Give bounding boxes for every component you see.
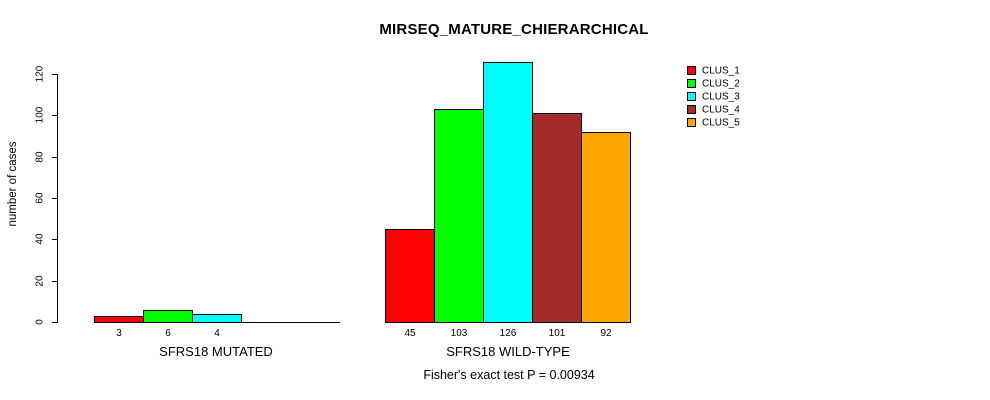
legend-swatch-clus-2 (687, 79, 696, 88)
chart-title: MIRSEQ_MATURE_CHIERARCHICAL (379, 21, 649, 38)
legend-swatch-clus-4 (687, 105, 696, 114)
legend-label-clus-3: CLUS_3 (702, 91, 740, 102)
y-axis-tick-label: 20 (34, 275, 46, 287)
legend-label-clus-1: CLUS_1 (702, 65, 740, 76)
bar-value-label: 45 (404, 328, 416, 339)
bar-clus-1-mutated (94, 316, 144, 323)
bar-clus-2-wild-type (434, 109, 484, 323)
y-axis-line (57, 74, 58, 323)
bar-value-label: 4 (214, 328, 220, 339)
y-axis-tick-label: 40 (34, 233, 46, 245)
group-label-sfrs18-wild-type: SFRS18 WILD-TYPE (446, 344, 570, 359)
legend-label-clus-2: CLUS_2 (702, 78, 740, 89)
y-axis-tick-label: 120 (34, 65, 46, 83)
bar-clus-3-wild-type (483, 62, 533, 323)
bar-value-label: 92 (600, 328, 612, 339)
y-axis-tick (52, 239, 57, 240)
bar-clus-4-wild-type (532, 113, 582, 323)
bar-clus-5-wild-type (581, 132, 631, 323)
legend-label-clus-4: CLUS_4 (702, 104, 740, 115)
y-axis-tick (52, 74, 57, 75)
fisher-test-annotation: Fisher's exact test P = 0.00934 (423, 368, 595, 382)
y-axis-tick (52, 115, 57, 116)
bar-value-label: 101 (548, 328, 566, 339)
bar-value-label: 3 (116, 328, 122, 339)
y-axis-title: number of cases (7, 141, 19, 227)
y-axis-tick-label: 80 (34, 151, 46, 163)
bar-value-label: 6 (165, 328, 171, 339)
bar-clus-3-mutated (192, 314, 242, 323)
y-axis-tick (52, 322, 57, 323)
legend-swatch-clus-5 (687, 118, 696, 127)
y-axis-tick-label: 0 (34, 319, 46, 325)
y-axis-tick-label: 60 (34, 192, 46, 204)
legend-swatch-clus-3 (687, 92, 696, 101)
bar-clus-2-mutated (143, 310, 193, 323)
y-axis-tick (52, 198, 57, 199)
y-axis-tick-label: 100 (34, 106, 46, 124)
y-axis-tick (52, 281, 57, 282)
legend-swatch-clus-1 (687, 66, 696, 75)
group-label-sfrs18-mutated: SFRS18 MUTATED (159, 344, 273, 359)
bar-clus-1-wild-type (385, 229, 435, 323)
y-axis-tick (52, 157, 57, 158)
bar-value-label: 126 (499, 328, 517, 339)
bar-value-label: 103 (450, 328, 468, 339)
legend-label-clus-5: CLUS_5 (702, 117, 740, 128)
